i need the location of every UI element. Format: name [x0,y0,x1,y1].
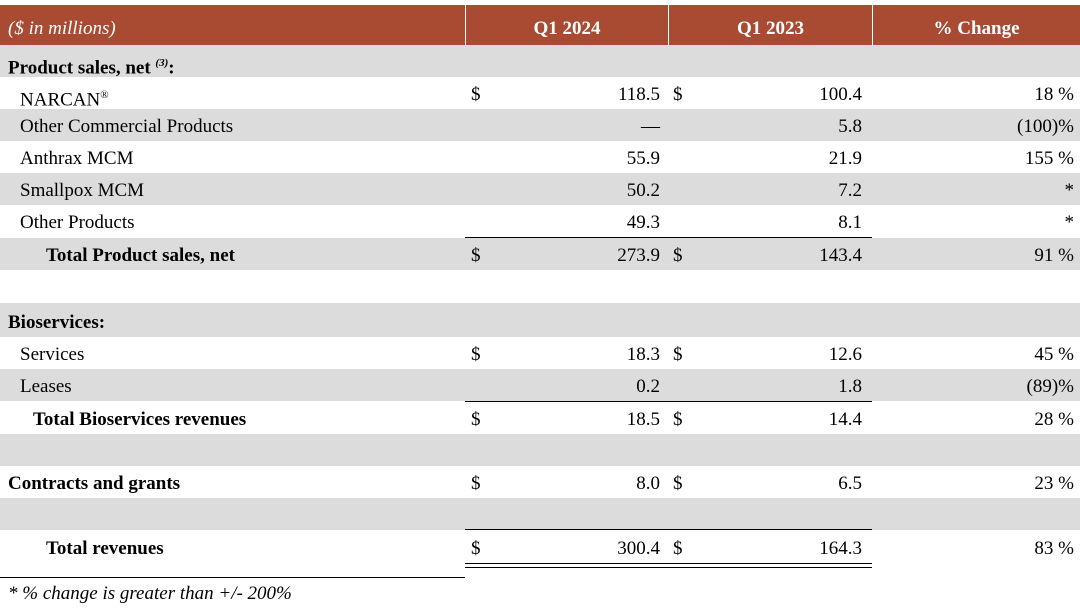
row-label: Smallpox MCM [20,180,145,201]
value-q1-2024: 0.2 [636,376,660,397]
units-label: ($ in millions) [8,18,116,39]
table-row: Leases 0.2 1.8 (89)% [0,369,1080,401]
dollar-sign: $ [471,473,481,494]
value-change: 45 % [1034,344,1074,365]
row-label: NARCAN® [20,89,109,111]
value-q1-2023: 143.4 [819,245,862,266]
dollar-sign: $ [673,473,683,494]
double-rule-top [465,563,872,564]
row-label: Other Products [20,212,135,233]
dollar-sign: $ [471,245,481,266]
value-change: 23 % [1034,473,1074,494]
section-product-sales: Product sales, net (3): [0,45,1080,78]
row-label: Services [20,344,85,365]
row-label: Total Product sales, net [46,245,235,266]
value-q1-2023: 12.6 [828,344,862,365]
value-change: 18 % [1034,84,1074,105]
column-q1-2024: Q1 2024 [465,5,668,45]
value-q1-2024: 55.9 [626,148,660,169]
section-title: Bioservices: [8,312,106,333]
value-q1-2023: 1.8 [838,376,862,397]
value-q1-2024: 18.5 [626,409,660,430]
value-q1-2024: 273.9 [617,245,660,266]
total-rule [465,529,872,530]
table-row: Anthrax MCM 55.9 21.9 155 % [0,141,1080,173]
table-row: Other Commercial Products — 5.8 (100)% [0,109,1080,141]
row-label: Contracts and grants [8,473,181,494]
value-change: (100)% [1017,116,1074,137]
section-bioservices: Bioservices: [0,305,1080,337]
value-q1-2024: 8.0 [636,473,660,494]
value-q1-2023: 8.1 [838,212,862,233]
value-q1-2024: 118.5 [617,84,660,105]
value-q1-2023: 164.3 [819,538,862,559]
dollar-sign: $ [673,538,683,559]
dollar-sign: $ [471,84,481,105]
table-row-total: Total Bioservices revenues $ 18.5 $ 14.4… [0,402,1080,434]
dollar-sign: $ [673,409,683,430]
table-row-total: Total Product sales, net $ 273.9 $ 143.4… [0,238,1080,270]
table-row: Services $ 18.3 $ 12.6 45 % [0,337,1080,369]
spacer-row [0,498,1080,530]
value-q1-2024: 18.3 [626,344,660,365]
value-change: 155 % [1024,148,1074,169]
value-change: 91 % [1034,245,1074,266]
value-q1-2023: 7.2 [838,180,862,201]
table-header: ($ in millions) Q1 2024 Q1 2023 % Change [0,5,1080,45]
subtotal-rule [465,237,872,238]
subtotal-rule [465,401,872,402]
row-label: Other Commercial Products [20,116,234,137]
double-rule-bottom [465,567,872,568]
dollar-sign: $ [471,409,481,430]
dollar-sign: $ [471,344,481,365]
value-change: * [1064,212,1075,233]
value-q1-2023: 21.9 [828,148,862,169]
value-q1-2023: 5.8 [838,116,862,137]
section-title: Product sales, net (3): [8,57,175,79]
spacer-row [0,434,1080,466]
value-q1-2024: 300.4 [617,538,660,559]
value-q1-2024: — [641,116,660,137]
column-percent-change: % Change [872,5,1080,45]
value-q1-2023: 6.5 [838,473,862,494]
value-q1-2023: 100.4 [819,84,862,105]
table-row: Other Products 49.3 8.1 * [0,205,1080,237]
value-change: 28 % [1034,409,1074,430]
table-row: Contracts and grants $ 8.0 $ 6.5 23 % [0,466,1080,498]
table-row: NARCAN® $ 118.5 $ 100.4 18 % [0,77,1080,110]
dollar-sign: $ [471,538,481,559]
row-label: Anthrax MCM [20,148,134,169]
table-row: Smallpox MCM 50.2 7.2 * [0,173,1080,205]
footnote: * % change is greater than +/- 200% [8,583,292,604]
value-q1-2024: 50.2 [626,180,660,201]
row-label: Leases [20,376,72,397]
dollar-sign: $ [673,245,683,266]
row-label: Total Bioservices revenues [33,409,247,430]
column-q1-2023: Q1 2023 [668,5,872,45]
dollar-sign: $ [673,344,683,365]
value-change: (89)% [1026,376,1074,397]
row-label: Total revenues [46,538,164,559]
value-q1-2024: 49.3 [626,212,660,233]
value-q1-2023: 14.4 [828,409,862,430]
footnote-rule [0,577,465,578]
dollar-sign: $ [673,84,683,105]
value-change: * [1064,180,1075,201]
value-change: 83 % [1034,538,1074,559]
table-row-grand-total: Total revenues $ 300.4 $ 164.3 83 % [0,531,1080,563]
